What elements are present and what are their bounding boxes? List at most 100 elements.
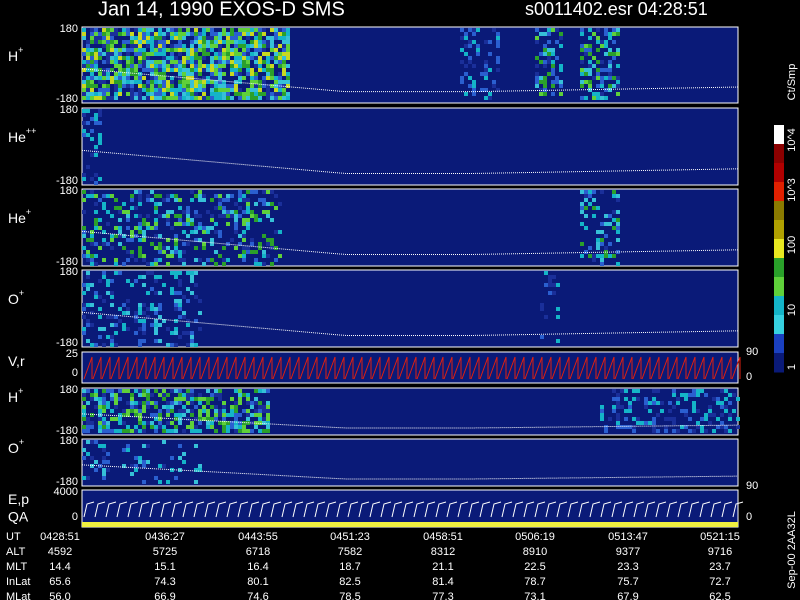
cell [126, 250, 130, 254]
cell [98, 96, 102, 100]
cell [600, 405, 604, 409]
cell [242, 60, 246, 64]
cell [250, 32, 254, 36]
cell [174, 234, 178, 238]
cell [178, 28, 182, 32]
cell [270, 218, 274, 222]
cell [106, 88, 110, 92]
cell [162, 246, 166, 250]
cell [178, 393, 182, 397]
cell [604, 88, 608, 92]
cell [210, 60, 214, 64]
cell [258, 80, 262, 84]
cell [266, 254, 270, 258]
cell [158, 275, 162, 279]
cell [551, 28, 555, 32]
cell [86, 425, 90, 429]
cell [194, 295, 198, 299]
cell [242, 210, 246, 214]
cell [106, 194, 110, 198]
cell [198, 40, 202, 44]
cell [142, 421, 146, 425]
cell [210, 92, 214, 96]
cell [214, 389, 218, 393]
cell [254, 76, 258, 80]
cell [170, 250, 174, 254]
cell [226, 36, 230, 40]
cell [138, 64, 142, 68]
cell [98, 335, 102, 339]
cell [142, 464, 146, 468]
cell [210, 226, 214, 230]
cell [138, 275, 142, 279]
cell [90, 60, 94, 64]
cell [146, 80, 150, 84]
cell [218, 40, 222, 44]
cell [90, 64, 94, 68]
cell [238, 96, 242, 100]
cell [668, 401, 672, 405]
cell [258, 242, 262, 246]
cell [238, 76, 242, 80]
cell [178, 36, 182, 40]
cell [194, 28, 198, 32]
cell [138, 393, 142, 397]
cell [166, 218, 170, 222]
cell [250, 28, 254, 32]
cell [612, 194, 616, 198]
cell [206, 28, 210, 32]
cell [559, 36, 563, 40]
cell [138, 40, 142, 44]
cell [82, 88, 86, 92]
cell [644, 405, 648, 409]
cell [82, 405, 86, 409]
cell [278, 28, 282, 32]
cell [588, 84, 592, 88]
cell [720, 405, 724, 409]
cell [266, 417, 270, 421]
cell [126, 448, 130, 452]
cell [106, 291, 110, 295]
table-cell: 16.4 [247, 561, 268, 573]
cell [270, 262, 274, 266]
table-cell: 14.4 [49, 561, 70, 573]
cell [484, 96, 488, 100]
cell [166, 28, 170, 32]
cell [190, 339, 194, 343]
cell [230, 68, 234, 72]
cell [692, 429, 696, 433]
cell [102, 327, 106, 331]
cell [732, 393, 736, 397]
cell [142, 339, 146, 343]
cell [206, 409, 210, 413]
cell [584, 52, 588, 56]
cell [250, 84, 254, 88]
cell [254, 88, 258, 92]
cell [166, 96, 170, 100]
cell [535, 84, 539, 88]
cell [535, 28, 539, 32]
cell [608, 88, 612, 92]
cell [182, 230, 186, 234]
cell [114, 96, 118, 100]
cell [138, 52, 142, 56]
cell [274, 206, 278, 210]
cell [118, 64, 122, 68]
cell [202, 64, 206, 68]
cell [170, 291, 174, 295]
cell [142, 40, 146, 44]
cell [82, 28, 86, 32]
y2-tick-label: 0 [746, 511, 752, 523]
cell [154, 291, 158, 295]
cell [612, 28, 616, 32]
table-cell: 78.5 [339, 591, 360, 600]
cell [559, 92, 563, 96]
cell [696, 393, 700, 397]
cell [274, 56, 278, 60]
cell [234, 226, 238, 230]
cell [282, 72, 286, 76]
cell [162, 64, 166, 68]
cell [178, 271, 182, 275]
cell [198, 222, 202, 226]
cell [178, 254, 182, 258]
